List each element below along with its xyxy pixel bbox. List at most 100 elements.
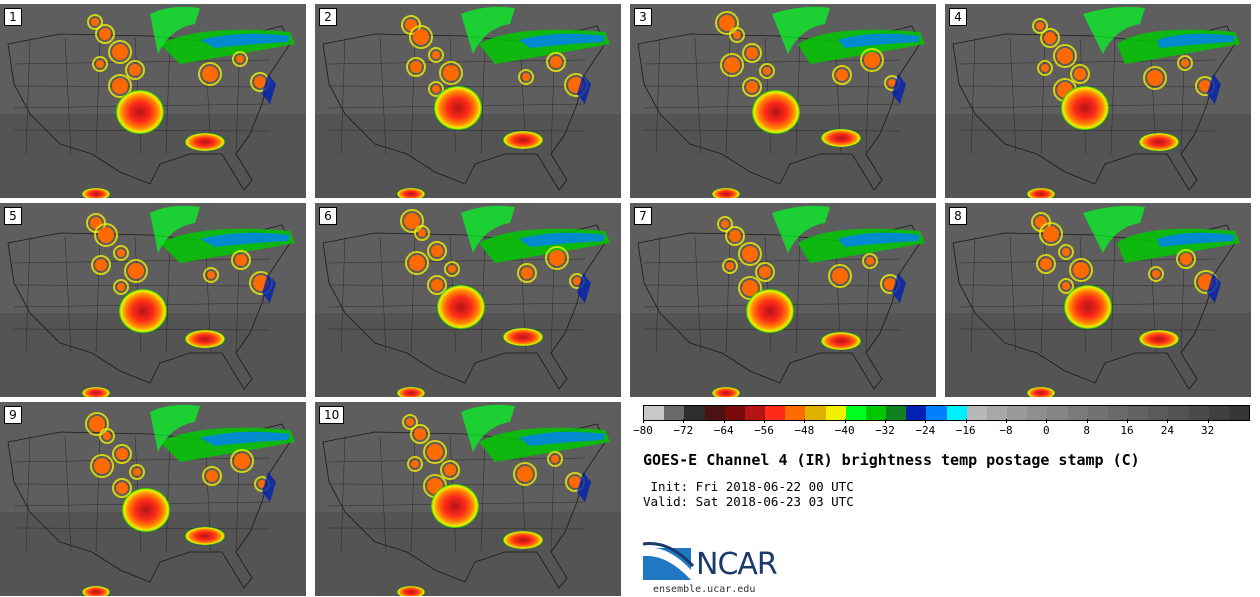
state-line — [795, 236, 801, 354]
storm-cell — [888, 79, 896, 87]
southeast-storm — [503, 328, 543, 346]
storm-cell — [742, 246, 758, 262]
mcs-storm — [116, 90, 164, 134]
storm-cell-edge — [547, 451, 563, 467]
southeast-storm — [1139, 330, 1179, 348]
colorbar-swatch — [946, 406, 967, 420]
storm-cell-edge — [1036, 254, 1056, 274]
colorbar-swatch — [1168, 406, 1189, 420]
colorbar-tick-label: −24 — [915, 424, 936, 437]
storm-cell — [551, 455, 559, 463]
colorbar-swatch — [1027, 406, 1048, 420]
storm-cell-edge — [129, 464, 145, 480]
storm-cell — [864, 52, 880, 68]
storm-cell — [1044, 32, 1056, 44]
storm-cell — [444, 464, 456, 476]
storm-cell — [432, 51, 440, 59]
colorbar-swatch — [1208, 406, 1229, 420]
storm-cell — [413, 29, 429, 45]
panel-number: 5 — [4, 207, 22, 225]
storm-cell — [1181, 59, 1189, 67]
storm-cell-edge — [99, 428, 115, 444]
storm-cell-edge — [230, 449, 254, 473]
storm-cell-edge — [427, 241, 447, 261]
storm-cell — [128, 263, 144, 279]
colorbar-tick-label: −72 — [673, 424, 694, 437]
southeast-storm — [1139, 133, 1179, 151]
coastal-cloud — [577, 472, 591, 502]
colorbar-swatch — [684, 406, 705, 420]
south-storm — [397, 188, 425, 198]
state-line — [328, 258, 586, 264]
state-line — [643, 85, 901, 88]
storm-cell — [116, 448, 128, 460]
storm-cell-edge — [125, 60, 145, 80]
storm-cell — [431, 279, 443, 291]
storm-cell — [836, 69, 848, 81]
cloud-band — [1157, 33, 1235, 48]
cloud-band — [150, 205, 200, 253]
colorbar-tick — [844, 419, 846, 423]
storm-cell-edge — [113, 245, 129, 261]
state-line — [480, 435, 486, 553]
storm-cell-edge — [402, 414, 418, 430]
storm-cell-edge — [1176, 249, 1196, 269]
storm-cell — [1062, 248, 1070, 256]
storm-cell — [91, 18, 99, 26]
map-panel: 3 — [630, 4, 936, 198]
storm-cell-edge — [755, 262, 775, 282]
map-panel: 7 — [630, 203, 936, 397]
storm-cell — [112, 44, 128, 60]
state-line — [958, 129, 1216, 132]
state-line — [25, 236, 31, 354]
storm-cell-edge — [428, 81, 444, 97]
colorbar-swatch — [1107, 406, 1129, 420]
storm-cell — [206, 470, 218, 482]
coastal-cloud — [262, 273, 276, 303]
state-line — [13, 59, 271, 65]
storm-cell-edge — [203, 267, 219, 283]
map-panel: 9 — [0, 402, 306, 596]
colorbar-swatch — [1228, 406, 1250, 420]
storm-cell — [832, 268, 848, 284]
colorbar-swatch — [825, 406, 846, 420]
ir-map — [315, 402, 621, 596]
map-panel: 8 — [945, 203, 1251, 397]
storm-cell — [202, 66, 218, 82]
storm-cell — [759, 266, 771, 278]
mcs-storm — [1061, 86, 1109, 130]
map-panel: 1 — [0, 4, 306, 198]
state-line — [379, 236, 387, 354]
storm-cell — [117, 249, 125, 257]
colorbar-swatch — [644, 406, 665, 420]
storm-cell-edge — [1053, 44, 1077, 68]
storm-cell — [410, 61, 422, 73]
storm-cell-edge — [410, 424, 430, 444]
storm-cell — [569, 476, 581, 488]
map-panel: 2 — [315, 4, 621, 198]
storm-cell-edge — [91, 255, 111, 275]
storm-cell — [94, 458, 110, 474]
state-line — [13, 483, 271, 486]
storm-cell-edge — [518, 69, 534, 85]
cloud-band — [150, 6, 200, 54]
south-storm — [1027, 188, 1055, 198]
south-storm — [1027, 387, 1055, 397]
state-line — [1009, 37, 1017, 155]
ir-map — [0, 402, 306, 596]
south-storm — [82, 586, 110, 596]
storm-cell — [95, 259, 107, 271]
storm-cell-edge — [108, 74, 132, 98]
state-line — [165, 435, 171, 553]
init-time: Init: Fri 2018-06-22 00 UTC — [643, 479, 854, 494]
colorbar-swatch — [865, 406, 887, 420]
panel-number: 1 — [4, 8, 22, 26]
storm-cell-edge — [1177, 55, 1193, 71]
state-line — [340, 435, 346, 553]
colorbar-swatch — [1188, 406, 1209, 420]
storm-cell-edge — [112, 444, 132, 464]
storm-cell — [726, 262, 734, 270]
colorbar-tick-label: −56 — [754, 424, 774, 437]
colorbar-swatch — [1067, 406, 1088, 420]
storm-cell-edge — [405, 251, 429, 275]
